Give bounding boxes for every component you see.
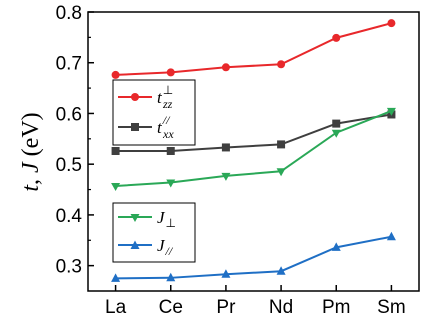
y-tick-label: 0.8 xyxy=(56,3,82,24)
series-3 xyxy=(111,231,396,282)
legend-marker-t-zz xyxy=(131,93,139,101)
data-point xyxy=(332,33,341,42)
legend-label-j-perp: J⊥ xyxy=(157,208,176,230)
x-tick-label: Ce xyxy=(159,297,183,318)
data-point xyxy=(111,273,121,282)
legend-top: t⊥ zz t//xx xyxy=(112,79,196,146)
legend-label-j-par-main: J xyxy=(157,236,166,255)
legend-label-t-xx-sub: xx xyxy=(162,127,174,141)
y-tick-label: 0.5 xyxy=(56,155,82,176)
y-tick-label: 0.4 xyxy=(56,206,83,227)
y-axis-label-unit: (eV) xyxy=(18,112,44,162)
legend-label-t-zz-main: t xyxy=(157,88,163,107)
legend-label-t-xx-main: t xyxy=(157,118,163,137)
series-layer xyxy=(111,19,396,282)
legend-label-t-zz: t⊥ zz xyxy=(157,83,173,111)
axis-ticks: 0.3 0.4 0.5 0.6 0.7 0.8 La Ce Pr Nd Pm Sm xyxy=(56,3,406,318)
data-point xyxy=(221,269,231,278)
data-point xyxy=(386,107,396,116)
data-point xyxy=(166,179,176,188)
x-tick-label: Pr xyxy=(216,297,236,318)
legend-entry-t-xx: t//xx xyxy=(118,113,174,141)
data-point xyxy=(277,60,286,69)
legend-label-t-zz-sub: zz xyxy=(162,97,173,111)
legend-label-j-par: J// xyxy=(157,236,174,258)
data-point xyxy=(221,143,230,152)
data-point xyxy=(221,172,231,181)
data-point xyxy=(331,129,341,138)
legend-label-j-par-sub: // xyxy=(165,244,174,258)
data-point xyxy=(276,266,286,275)
legend-top-box xyxy=(112,79,196,146)
series-2 xyxy=(111,107,396,191)
y-tick-label: 0.7 xyxy=(56,54,82,75)
x-tick-label: Pm xyxy=(322,297,351,318)
x-tick-label: Nd xyxy=(269,297,293,318)
x-tick-label: La xyxy=(105,297,127,318)
data-point xyxy=(331,242,341,251)
legend-label-t-xx: t//xx xyxy=(157,113,174,141)
legend-marker-t-xx xyxy=(131,123,139,131)
legend-entry-j-perp: J⊥ xyxy=(118,208,176,230)
data-point xyxy=(166,68,175,77)
data-point xyxy=(276,168,286,177)
legend-label-t-xx-sup: // xyxy=(162,113,171,127)
data-point xyxy=(111,182,121,191)
data-point xyxy=(166,272,176,282)
data-point xyxy=(387,19,396,28)
y-axis-label-comma: , xyxy=(18,173,44,185)
legend-label-j-perp-main: J xyxy=(157,208,166,227)
y-axis-label-t: t xyxy=(18,184,44,192)
data-point xyxy=(221,63,230,72)
plot-frame xyxy=(87,11,420,292)
data-point xyxy=(166,146,175,155)
legend-label-j-perp-sub: ⊥ xyxy=(166,216,176,230)
data-point xyxy=(111,146,120,155)
y-axis-label-j: J xyxy=(18,161,44,173)
legend-marker-j-perp xyxy=(130,214,140,222)
data-point xyxy=(111,70,120,79)
data-point xyxy=(332,119,341,128)
legend-marker-j-par xyxy=(130,240,140,249)
x-tick-label: Sm xyxy=(377,297,406,318)
data-point xyxy=(386,231,396,241)
y-tick-label: 0.6 xyxy=(56,104,82,125)
series-line xyxy=(115,109,392,187)
legend-label-t-zz-sup: ⊥ xyxy=(163,83,173,97)
legend-bottom-box xyxy=(112,202,196,263)
series-line xyxy=(115,22,392,76)
legend-entry-j-par: J// xyxy=(118,236,174,258)
series-0 xyxy=(111,19,396,79)
data-point xyxy=(277,140,286,149)
series-line xyxy=(115,113,392,152)
legend-bottom: J⊥ J// xyxy=(112,202,196,263)
y-tick-label: 0.3 xyxy=(56,257,82,278)
legend-entry-t-zz: t⊥ zz xyxy=(118,83,173,111)
y-axis-label: t, J (eV) xyxy=(18,112,44,191)
series-line xyxy=(115,235,392,280)
